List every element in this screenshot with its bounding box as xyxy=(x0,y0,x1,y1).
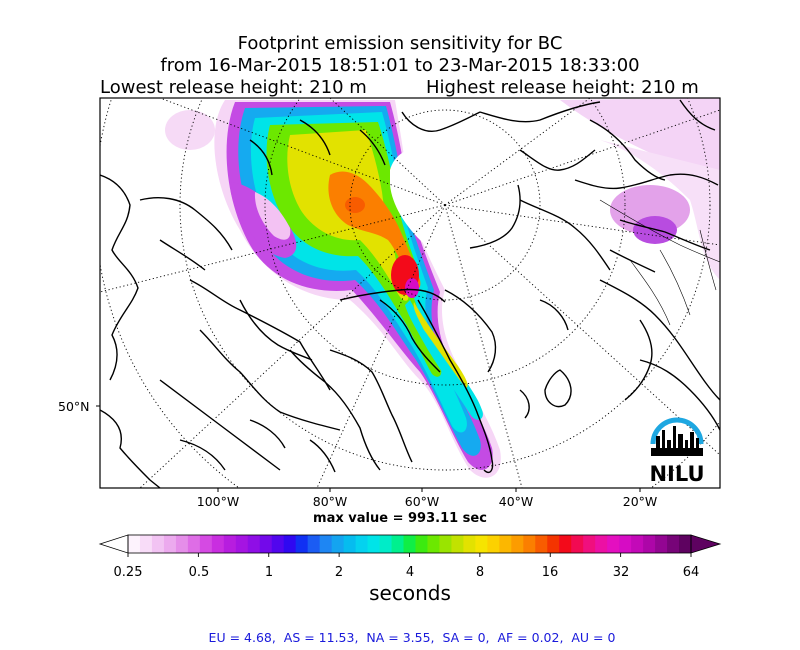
colorbar-tick-label: 8 xyxy=(475,565,485,580)
nilu-logo: NILU xyxy=(649,417,705,486)
colorbar-swatch xyxy=(667,535,680,553)
colorbar-swatch xyxy=(247,535,261,553)
colorbar-swatch xyxy=(607,535,620,553)
colorbar-swatch xyxy=(547,535,560,553)
colorbar-tick-label: 0.5 xyxy=(188,565,210,580)
colorbar-swatch xyxy=(271,535,285,553)
colorbar-swatch xyxy=(583,535,596,553)
lon-label-40w: 40°W xyxy=(498,494,534,509)
colorbar-tick-label: 16 xyxy=(541,565,559,580)
colorbar-swatch xyxy=(655,535,668,553)
graticule xyxy=(100,98,720,488)
colorbar-swatch xyxy=(451,535,464,553)
colorbar-swatch xyxy=(163,535,177,553)
colorbar-swatch xyxy=(511,535,524,553)
map-plot-area: NILU xyxy=(100,98,720,488)
lowest-release-height: Lowest release height: 210 m xyxy=(100,77,367,98)
lat-label-50n: 50°N xyxy=(58,399,90,414)
colorbar-tick-label: 4 xyxy=(405,565,415,580)
colorbar-swatch xyxy=(595,535,608,553)
nilu-logo-text: NILU xyxy=(649,462,704,486)
colorbar-tick-label: 0.25 xyxy=(113,565,143,580)
colorbar-swatch xyxy=(199,535,213,553)
colorbar-swatch xyxy=(415,535,428,553)
colorbar-swatch xyxy=(475,535,488,553)
region-stats: EU = 4.68, AS = 11.53, NA = 3.55, SA = 0… xyxy=(208,630,616,645)
highest-release-height: Highest release height: 210 m xyxy=(426,77,699,98)
map-frame xyxy=(99,97,721,489)
colorbar-swatch xyxy=(679,535,692,553)
colorbar-unit-label: seconds xyxy=(369,581,451,605)
colorbar-min-extension xyxy=(98,534,129,554)
lon-label-100w: 100°W xyxy=(196,494,240,509)
colorbar-swatch xyxy=(379,535,392,553)
colorbar-tick-label: 32 xyxy=(612,565,630,580)
lon-ticks xyxy=(96,405,641,492)
colorbar-swatch xyxy=(187,535,201,553)
colorbar-swatch xyxy=(643,535,656,553)
colorbar-swatch xyxy=(331,535,345,553)
colorbar-tick-label: 1 xyxy=(264,565,274,580)
colorbar-swatch xyxy=(151,535,165,553)
colorbar-swatch xyxy=(259,535,273,553)
colorbar-swatch xyxy=(223,535,237,553)
borders xyxy=(599,199,720,326)
lon-label-60w: 60°W xyxy=(404,494,440,509)
nilu-arc xyxy=(650,417,704,445)
colorbar-swatch xyxy=(283,535,297,553)
colorbar-swatch xyxy=(499,535,512,553)
colorbar-swatch xyxy=(307,535,321,553)
colorbar-swatch xyxy=(571,535,584,553)
colorbar-swatch xyxy=(367,535,380,553)
colorbar-max-extension xyxy=(690,534,722,554)
colorbar-swatch xyxy=(523,535,536,553)
map-date-range: from 16-Mar-2015 18:51:01 to 23-Mar-2015… xyxy=(160,55,640,76)
colorbar-tick-label: 2 xyxy=(334,565,344,580)
lon-label-20w: 20°W xyxy=(622,494,658,509)
colorbar-swatch xyxy=(343,535,356,553)
colorbar-swatch xyxy=(235,535,249,553)
colorbar-swatch xyxy=(535,535,548,553)
colorbar-swatch xyxy=(391,535,404,553)
colorbar-tick-label: 64 xyxy=(682,565,700,580)
colorbar-swatch xyxy=(619,535,632,553)
colorbar-swatch xyxy=(439,535,452,553)
colorbar xyxy=(98,534,722,557)
max-value-label: max value = 993.11 sec xyxy=(313,511,487,526)
colorbar-swatch xyxy=(631,535,644,553)
map-title: Footprint emission sensitivity for BC xyxy=(237,33,563,54)
colorbar-swatch xyxy=(487,535,500,553)
colorbar-swatch xyxy=(211,535,225,553)
coastlines xyxy=(100,99,720,488)
colorbar-swatch xyxy=(427,535,440,553)
colorbar-swatch xyxy=(295,535,309,553)
colorbar-swatch xyxy=(355,535,368,553)
colorbar-swatch xyxy=(463,535,476,553)
colorbar-swatch xyxy=(175,535,189,553)
nilu-skyline xyxy=(651,426,703,456)
colorbar-swatch xyxy=(139,535,153,553)
colorbar-swatch xyxy=(559,535,572,553)
colorbar-swatch xyxy=(403,535,416,553)
colorbar-swatch xyxy=(319,535,333,553)
lon-label-80w: 80°W xyxy=(312,494,348,509)
footprint-field xyxy=(165,98,720,478)
colorbar-swatch xyxy=(128,535,141,553)
